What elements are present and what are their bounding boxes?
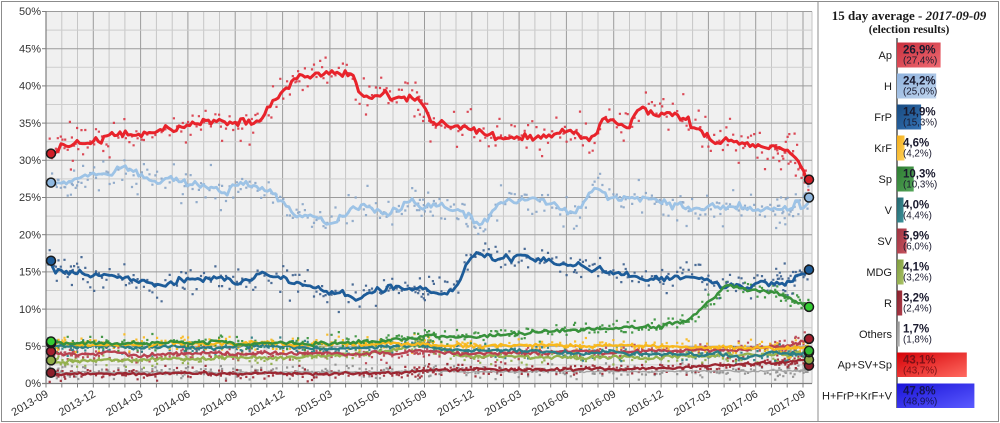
svg-text:H: H [884,81,892,93]
svg-text:47,8%: 47,8% [903,385,936,397]
svg-text:3,2%: 3,2% [903,292,929,304]
svg-text:15%: 15% [19,267,41,279]
svg-text:(15,3%): (15,3%) [903,118,937,129]
svg-text:45%: 45% [19,43,41,55]
svg-text:MDG: MDG [866,267,892,279]
svg-text:(43,7%): (43,7%) [903,366,937,377]
svg-text:H+FrP+KrF+V: H+FrP+KrF+V [822,391,893,403]
svg-text:Others: Others [859,329,893,341]
svg-text:(25,0%): (25,0%) [903,87,937,98]
svg-text:Ap: Ap [879,50,892,62]
svg-text:40%: 40% [19,81,41,93]
svg-text:(election results): (election results) [869,24,950,36]
svg-text:5,9%: 5,9% [903,230,929,242]
svg-text:Ap+SV+Sp: Ap+SV+Sp [838,360,892,372]
svg-text:4,0%: 4,0% [903,199,929,211]
svg-text:Sp: Sp [879,174,892,186]
svg-text:(4,2%): (4,2%) [903,149,932,160]
svg-text:(48,9%): (48,9%) [903,397,937,408]
svg-text:10%: 10% [19,304,41,316]
svg-text:(6,0%): (6,0%) [903,242,932,253]
svg-text:KrF: KrF [874,143,892,155]
svg-text:(1,8%): (1,8%) [903,335,932,346]
svg-text:24,2%: 24,2% [903,75,936,87]
svg-text:14,9%: 14,9% [903,106,936,118]
svg-text:R: R [884,298,892,310]
svg-text:4,6%: 4,6% [903,137,929,149]
svg-text:(2,4%): (2,4%) [903,304,932,315]
svg-text:(3,2%): (3,2%) [903,273,932,284]
svg-text:SV: SV [877,236,892,248]
svg-text:15 day average - 2017-09-09: 15 day average - 2017-09-09 [832,8,987,23]
svg-text:4,1%: 4,1% [903,261,929,273]
svg-text:(27,4%): (27,4%) [903,56,937,67]
svg-text:1,7%: 1,7% [903,323,929,335]
svg-text:FrP: FrP [874,112,892,124]
svg-text:26,9%: 26,9% [903,44,936,56]
svg-text:20%: 20% [19,229,41,241]
svg-text:35%: 35% [19,118,41,130]
svg-text:(4,4%): (4,4%) [903,211,932,222]
svg-text:V: V [885,205,893,217]
svg-text:10,3%: 10,3% [903,168,936,180]
svg-text:5%: 5% [25,341,41,353]
svg-text:43,1%: 43,1% [903,354,936,366]
svg-text:30%: 30% [19,155,41,167]
svg-text:25%: 25% [19,192,41,204]
svg-text:(10,3%): (10,3%) [903,180,937,191]
svg-text:50%: 50% [19,6,41,18]
svg-text:0%: 0% [25,378,41,390]
